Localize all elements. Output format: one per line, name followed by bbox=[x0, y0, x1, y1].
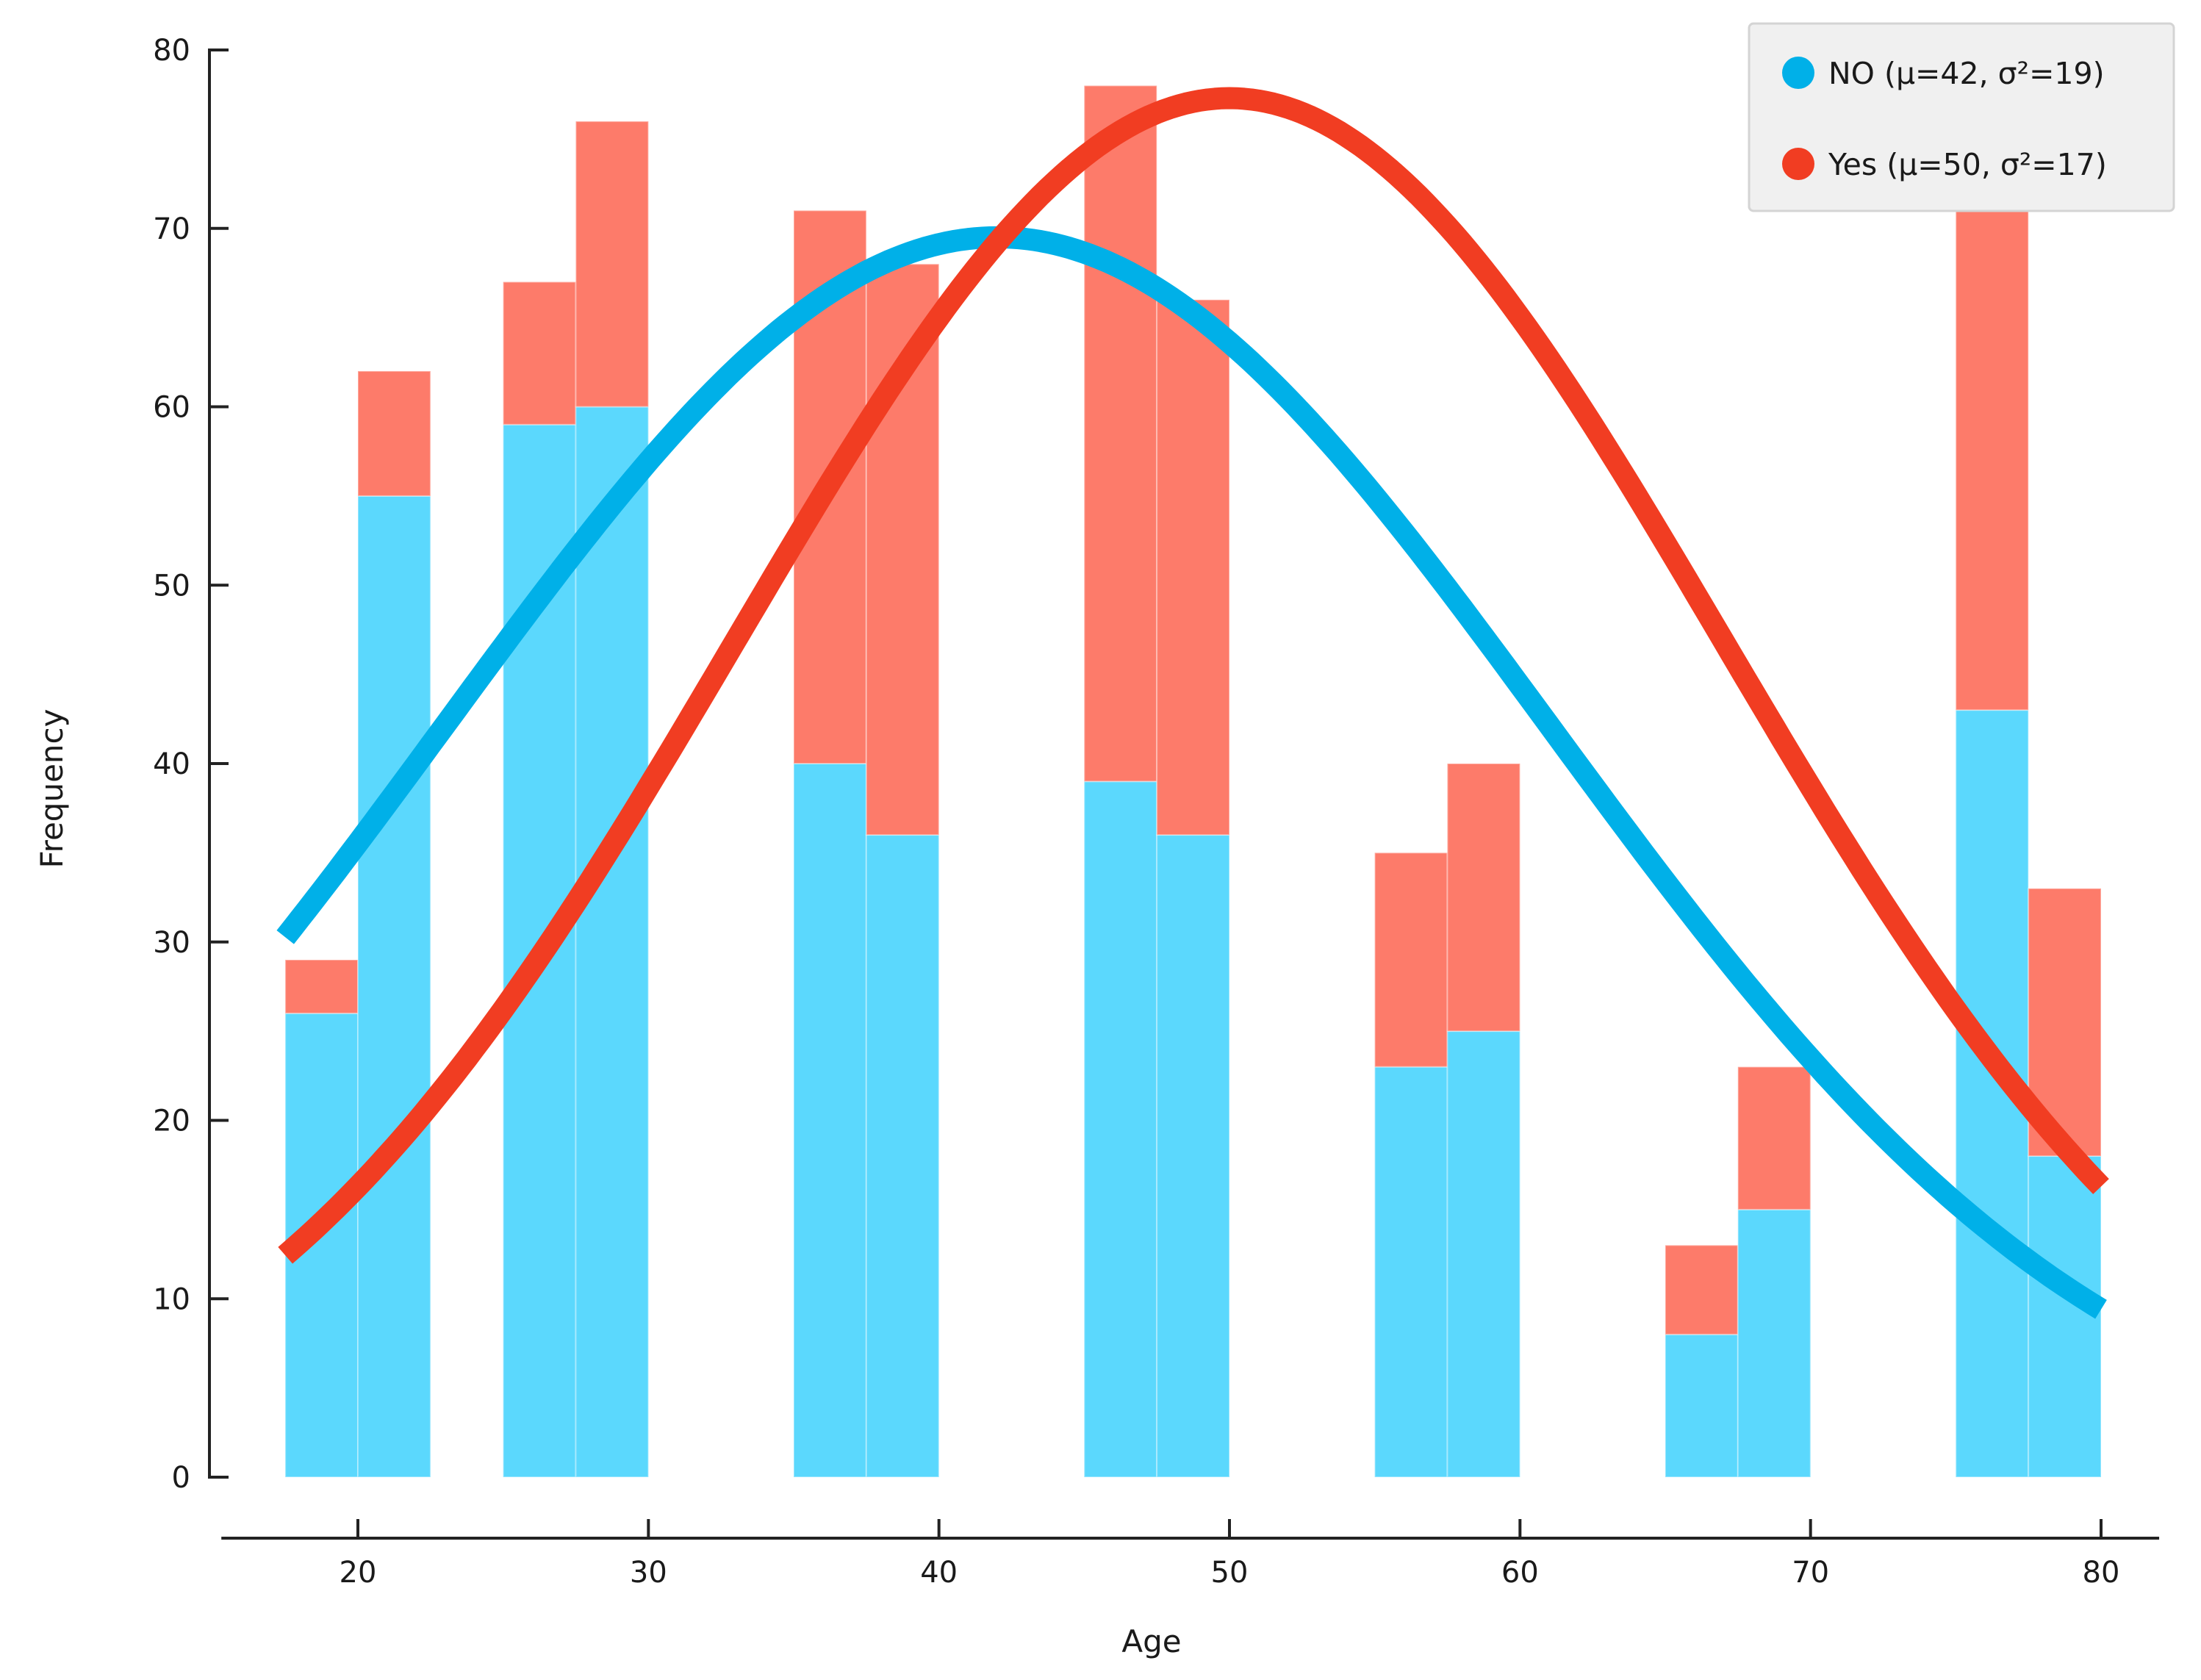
bar-no-5 bbox=[865, 834, 940, 1478]
y-tick-label-50: 50 bbox=[153, 569, 190, 603]
x-tick-label-50: 50 bbox=[1211, 1556, 1249, 1590]
curves-layer bbox=[276, 87, 2109, 1319]
legend-label-yes: Yes (μ=50, σ²=17) bbox=[1828, 147, 2107, 182]
x-tick-label-70: 70 bbox=[1792, 1556, 1829, 1590]
legend-marker-no bbox=[1782, 57, 1814, 89]
bar-no-7 bbox=[1156, 834, 1230, 1478]
bar-no-10 bbox=[1665, 1333, 1739, 1479]
bar-yes-3 bbox=[575, 121, 650, 408]
bar-yes-9 bbox=[1446, 763, 1521, 1033]
y-tick-label-30: 30 bbox=[153, 926, 190, 960]
y-axis-title: Frequency bbox=[34, 709, 70, 869]
bar-yes-6 bbox=[1083, 85, 1158, 783]
bar-no-9 bbox=[1446, 1030, 1521, 1478]
y-tick-label-40: 40 bbox=[153, 747, 190, 781]
x-tick-label-40: 40 bbox=[920, 1556, 958, 1590]
y-tick-label-80: 80 bbox=[153, 34, 190, 68]
axes-layer: 0 10 20 30 40 50 60 70 80 20 30 40 50 60 70 80 bbox=[153, 34, 2160, 1590]
x-tick-label-30: 30 bbox=[630, 1556, 667, 1590]
bar-no-4 bbox=[793, 763, 867, 1478]
x-tick-label-20: 20 bbox=[340, 1556, 377, 1590]
bar-yes-11 bbox=[1737, 1066, 1812, 1210]
bar-yes-0 bbox=[284, 959, 359, 1014]
y-tick-label-70: 70 bbox=[153, 212, 190, 246]
bar-yes-10 bbox=[1665, 1244, 1739, 1335]
bar-yes-7 bbox=[1156, 298, 1230, 836]
legend: NO (μ=42, σ²=19) Yes (μ=50, σ²=17) bbox=[1748, 22, 2175, 212]
y-tick-label-20: 20 bbox=[153, 1105, 190, 1138]
y-tick-label-60: 60 bbox=[153, 391, 190, 425]
bar-no-6 bbox=[1083, 780, 1158, 1478]
y-tick-label-0: 0 bbox=[172, 1461, 190, 1495]
bar-no-8 bbox=[1374, 1066, 1448, 1479]
bar-yes-1 bbox=[357, 370, 431, 497]
curve-yes bbox=[278, 87, 2109, 1264]
bar-no-13 bbox=[2028, 1155, 2103, 1479]
x-tick-label-80: 80 bbox=[2083, 1556, 2120, 1590]
legend-label-no: NO (μ=42, σ²=19) bbox=[1828, 56, 2105, 91]
y-tick-label-10: 10 bbox=[153, 1282, 190, 1316]
bar-no-11 bbox=[1737, 1208, 1812, 1478]
bars-layer bbox=[284, 85, 2103, 1479]
bar-no-1 bbox=[357, 495, 431, 1478]
x-axis-title: Age bbox=[1121, 1623, 1181, 1659]
bar-no-3 bbox=[575, 406, 650, 1478]
curve-no bbox=[276, 226, 2107, 1319]
legend-box bbox=[1748, 22, 2175, 212]
x-tick-label-60: 60 bbox=[1501, 1556, 1539, 1590]
legend-marker-yes bbox=[1782, 148, 1814, 180]
bar-yes-2 bbox=[502, 281, 577, 426]
bar-yes-8 bbox=[1374, 852, 1448, 1068]
